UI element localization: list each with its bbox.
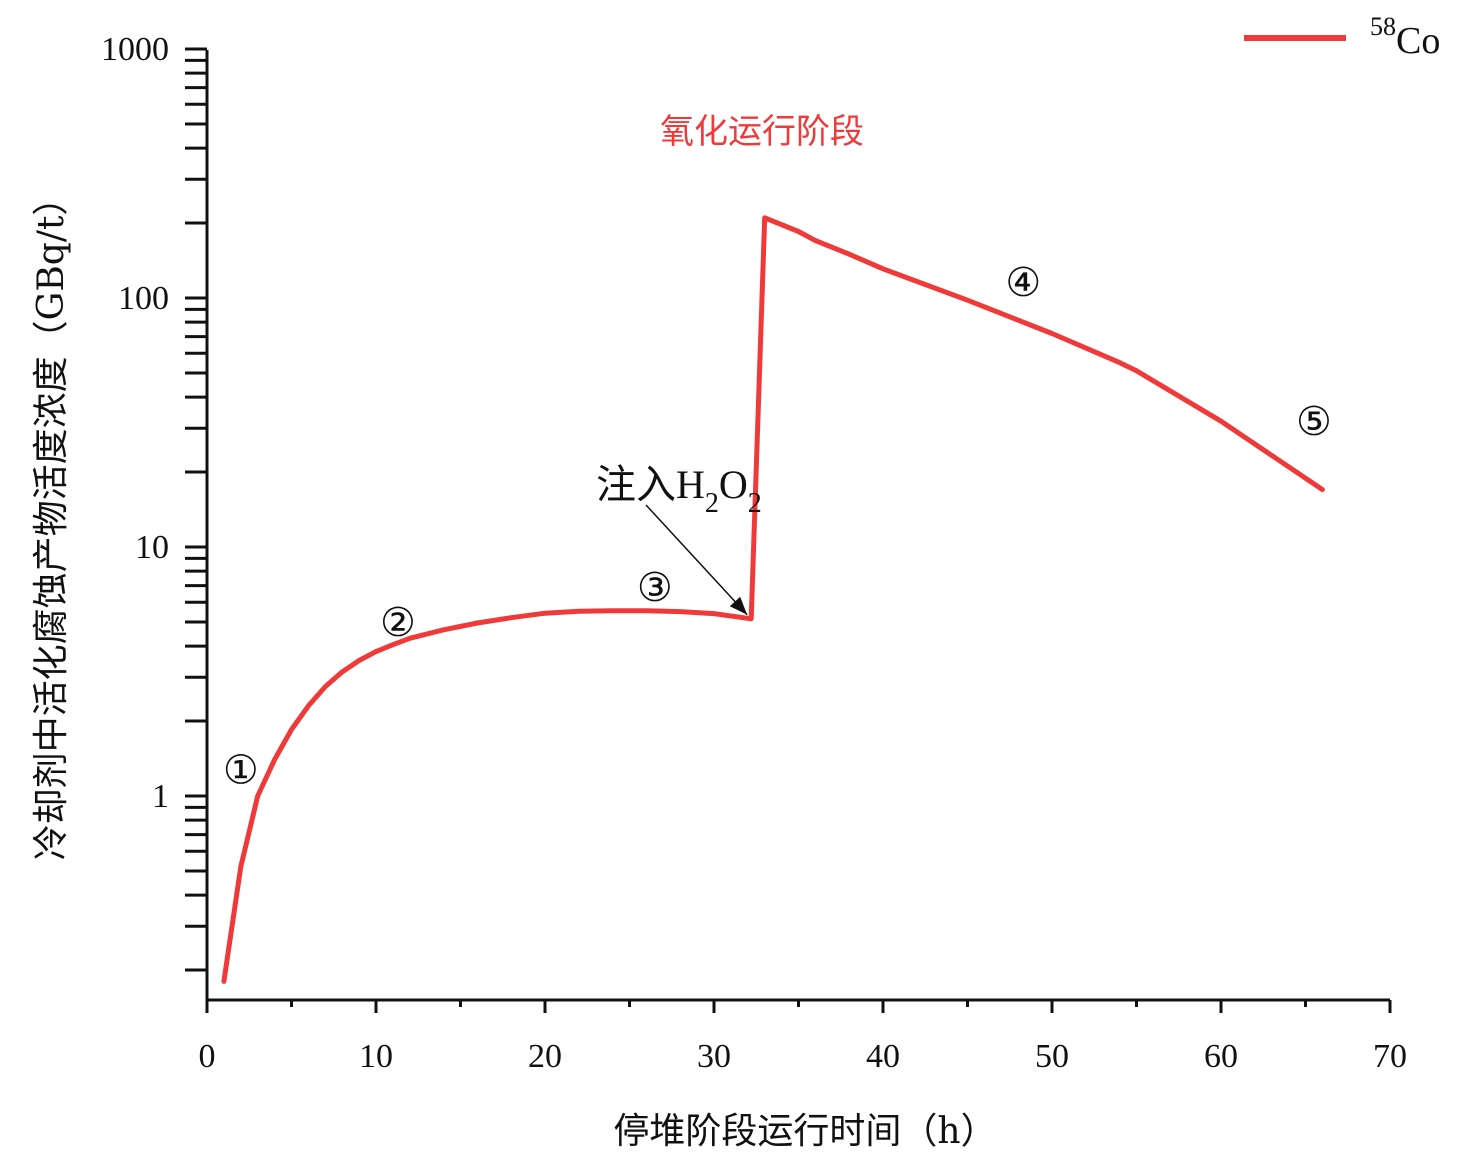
injection-label-sub2: 2 xyxy=(748,488,762,519)
y-tick-label: 1 xyxy=(152,778,169,815)
x-tick-label: 20 xyxy=(528,1038,562,1075)
stage-marker: ④ xyxy=(1005,260,1041,306)
x-axis-title: 停堆阶段运行时间（h） xyxy=(613,1111,996,1152)
injection-arrow xyxy=(645,504,748,616)
stage-marker: ⑤ xyxy=(1296,399,1332,445)
y-axis-title: 冷却剂中活化腐蚀产物活度浓度（GBq/t） xyxy=(31,180,72,861)
x-ticks xyxy=(205,1000,1392,1013)
injection-arrow-head xyxy=(729,596,748,615)
stage-markers: ① ② ③ ④ ⑤ xyxy=(223,260,1332,793)
stage-marker: ③ xyxy=(637,565,673,611)
y-major-ticks xyxy=(185,47,207,798)
injection-label-mid: O xyxy=(719,462,748,507)
phase-label: 氧化运行阶段 xyxy=(660,112,864,152)
x-tick-label: 60 xyxy=(1204,1038,1238,1075)
y-tick-label: 10 xyxy=(135,529,169,566)
x-tick-label: 10 xyxy=(359,1038,393,1075)
x-tick-label: 50 xyxy=(1035,1038,1069,1075)
stage-marker: ① xyxy=(223,747,259,793)
legend-label-sup: 58 xyxy=(1370,12,1396,41)
y-tick-label: 1000 xyxy=(101,31,169,68)
y-minor-ticks xyxy=(185,58,207,972)
stage-marker: ② xyxy=(380,600,416,646)
y-tick-label: 100 xyxy=(118,280,169,317)
x-tick-label: 40 xyxy=(866,1038,900,1075)
y-tick-labels: 1 10 100 1000 xyxy=(101,31,169,815)
legend: 58Co xyxy=(1244,12,1440,62)
injection-label-sub1: 2 xyxy=(705,488,719,519)
injection-label: 注入H2O2 xyxy=(596,462,762,519)
x-tick-label: 30 xyxy=(697,1038,731,1075)
legend-label: 58Co xyxy=(1370,12,1440,62)
x-tick-label: 0 xyxy=(199,1038,216,1075)
x-tick-label: 70 xyxy=(1373,1038,1407,1075)
series-line-58co xyxy=(221,215,1325,984)
x-tick-labels: 0 10 20 30 40 50 60 70 xyxy=(199,1038,1408,1075)
injection-label-main: 注入H xyxy=(596,462,705,507)
legend-label-main: Co xyxy=(1396,20,1440,62)
